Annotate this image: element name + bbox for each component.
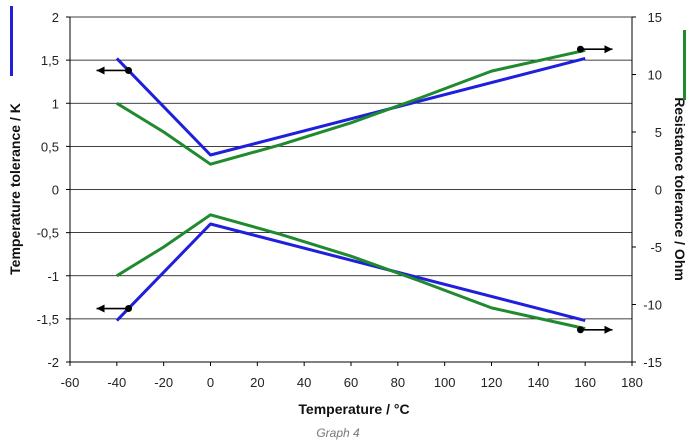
x-tick-label: 120 <box>481 375 503 390</box>
axis-markers <box>96 45 613 334</box>
axis-arrow-head <box>604 325 613 334</box>
x-tick-label: 160 <box>574 375 596 390</box>
x-tick-label: -60 <box>61 375 80 390</box>
x-tick-label: 40 <box>297 375 311 390</box>
x-axis-title: Temperature / °C <box>298 401 409 417</box>
axis-arrow-dot <box>576 326 584 334</box>
y-left-tick-label: -0,5 <box>37 226 59 241</box>
axis-arrow-dot <box>125 66 133 74</box>
y-axis-right-title: Resistance tolerance / Ohm <box>672 97 688 281</box>
x-tick-label: -20 <box>154 375 173 390</box>
axes <box>66 16 636 366</box>
y-right-tick-label: 15 <box>648 10 662 25</box>
y-axis-left-title: Temperature tolerance / K <box>7 103 23 275</box>
y-left-tick-label: 1,5 <box>41 53 59 68</box>
right-axis-color-bar <box>683 30 686 100</box>
x-tick-label: 60 <box>344 375 358 390</box>
x-tick-label: 180 <box>621 375 643 390</box>
y-left-tick-label: 0 <box>52 183 59 198</box>
series <box>115 48 586 331</box>
x-tick-label: 140 <box>527 375 549 390</box>
y-left-tick-label: 0,5 <box>41 139 59 154</box>
series-line <box>115 222 586 323</box>
tick-labels: -60 -40 -20 0 20 40 60 80 100 120 140 160 18021,510,… <box>37 10 662 390</box>
axis-arrow-head <box>96 304 105 313</box>
y-left-tick-label: -2 <box>47 355 59 370</box>
y-right-tick-label: -15 <box>643 355 662 370</box>
left-axis-color-bar <box>10 6 13 76</box>
y-left-tick-label: 2 <box>52 10 59 25</box>
y-left-tick-label: -1 <box>47 269 59 284</box>
y-right-tick-label: -10 <box>643 298 662 313</box>
y-right-tick-label: 5 <box>655 125 662 140</box>
y-right-tick-label: 0 <box>655 183 662 198</box>
y-right-tick-label: -5 <box>650 240 662 255</box>
axis-arrow-head <box>96 66 105 75</box>
x-tick-label: 20 <box>250 375 264 390</box>
axis-arrow-head <box>604 45 613 54</box>
series-line <box>115 56 586 157</box>
axis-arrow-dot <box>576 45 584 53</box>
axis-arrow-dot <box>125 305 133 313</box>
y-left-tick-label: 1 <box>52 96 59 111</box>
x-tick-label: 100 <box>434 375 456 390</box>
x-tick-label: 0 <box>207 375 214 390</box>
y-right-tick-label: 10 <box>648 68 662 83</box>
chart-caption: Graph 4 <box>316 426 360 440</box>
series-line <box>116 48 586 166</box>
y-left-tick-label: -1,5 <box>37 312 59 327</box>
series-line <box>116 213 586 331</box>
x-tick-label: 80 <box>391 375 405 390</box>
x-tick-label: -40 <box>107 375 126 390</box>
